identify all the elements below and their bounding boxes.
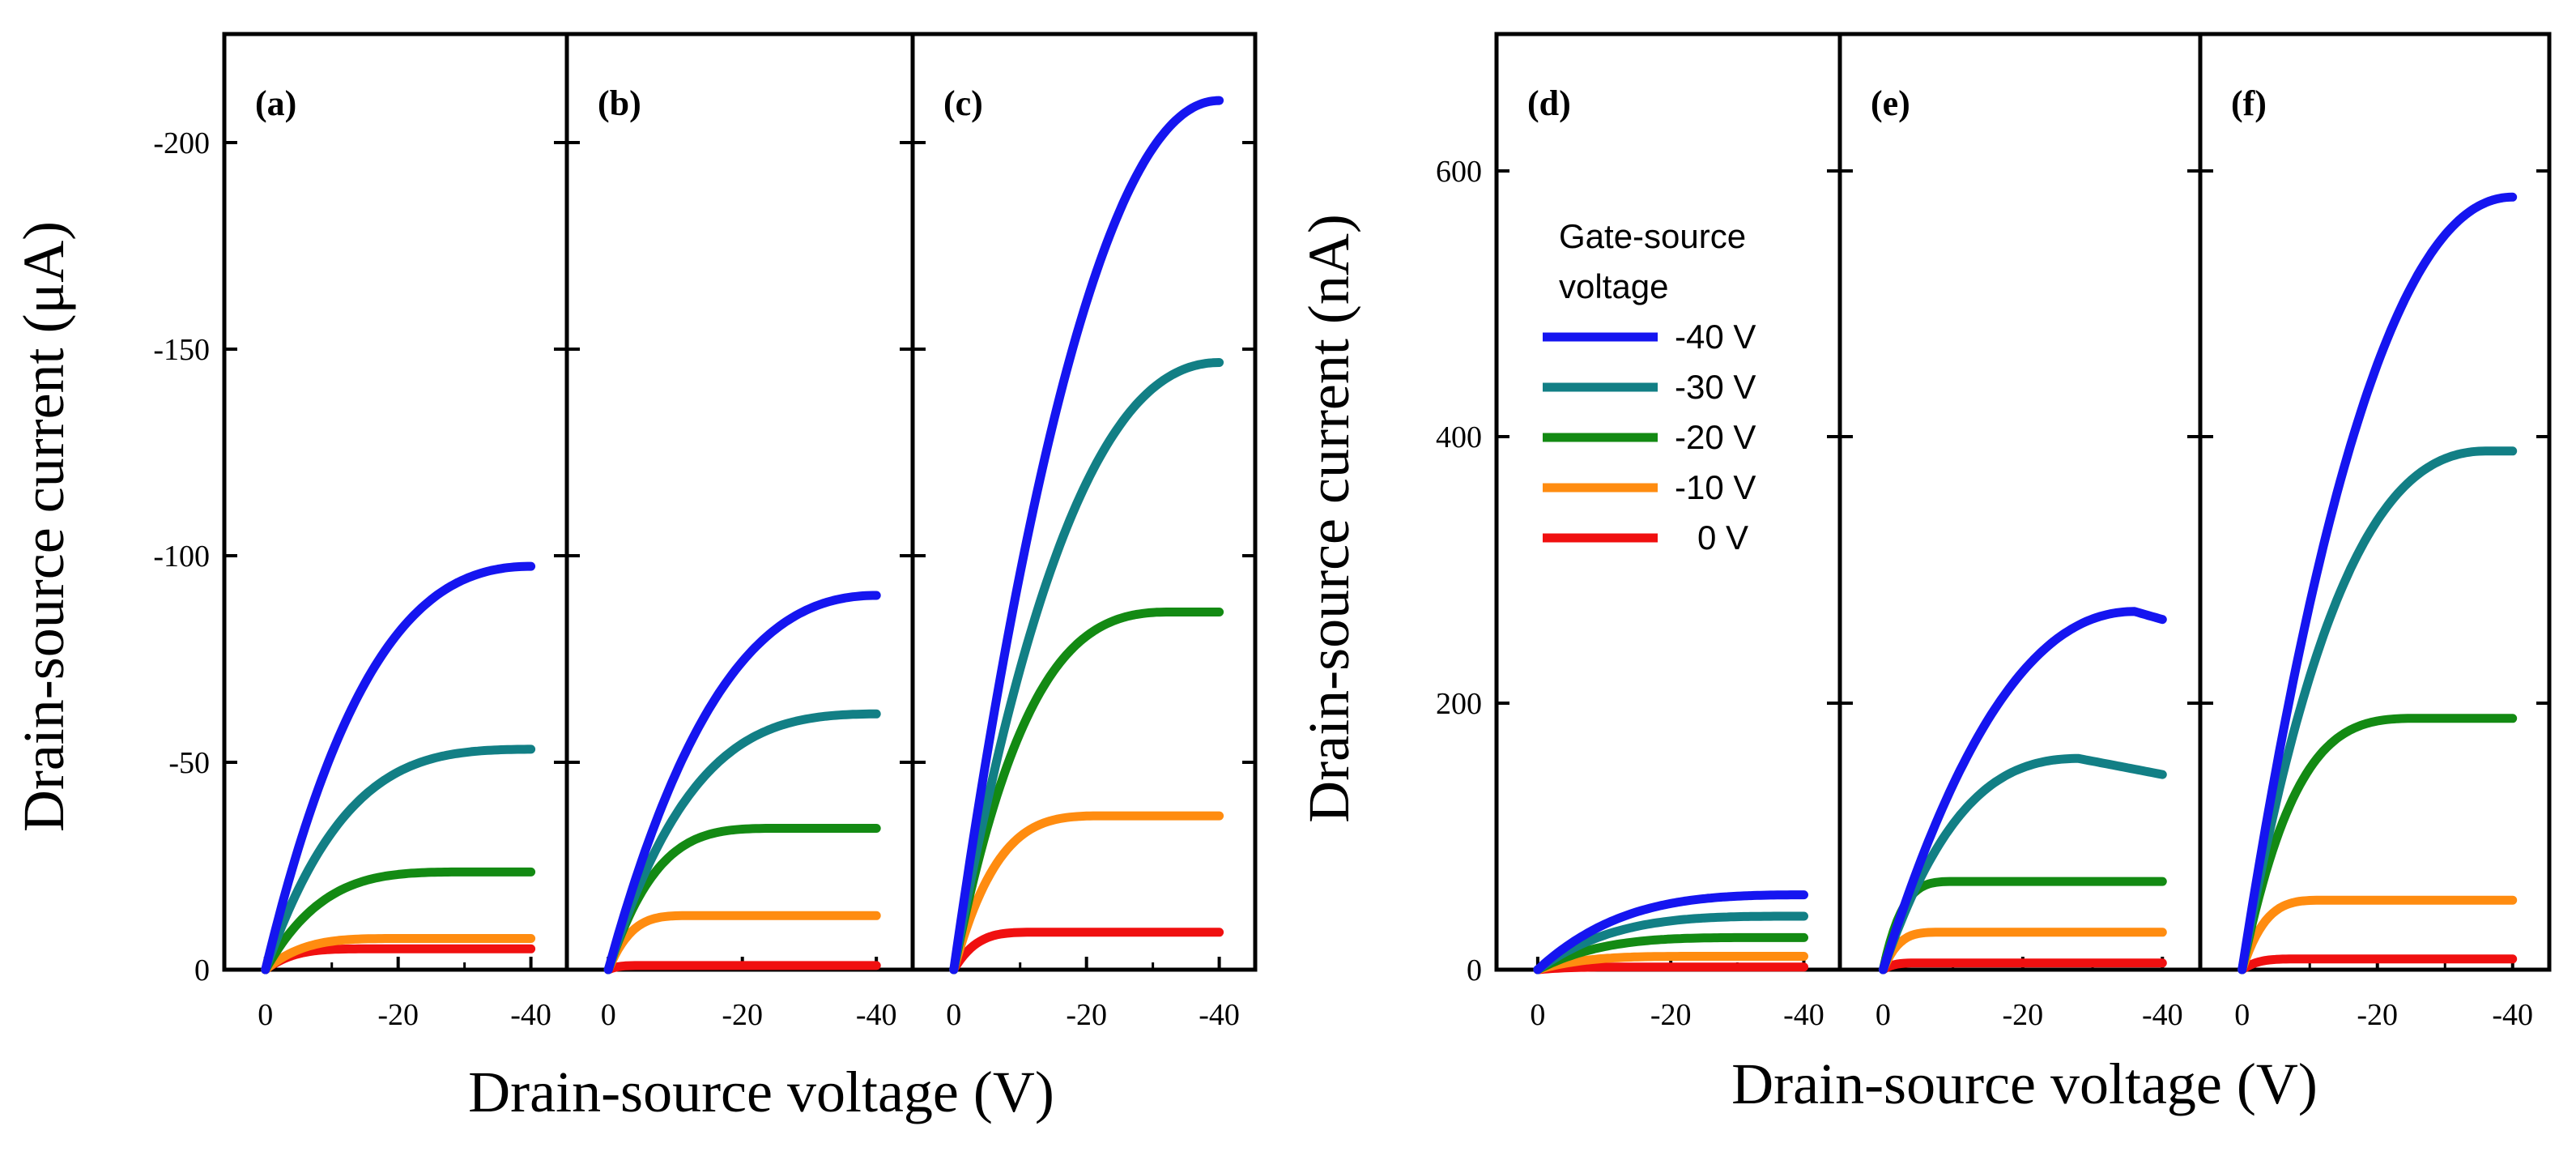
panel-label-b: (b) [598,83,641,123]
panel-label-f: (f) [2231,83,2267,123]
x-tick-label-b-1: -20 [722,998,763,1032]
series-line-e-n40V [1878,607,2167,975]
series-line-a-0V [261,944,536,975]
x-tick-label-a-1: -20 [377,998,419,1032]
panel-frame-c [910,32,1258,972]
panel-label-e: (e) [1871,83,1910,123]
series-line-e-n20V [1878,877,2167,975]
right-ylabel: Drain-source current (nA) [1297,214,1361,823]
series-line-f-n10V [2238,895,2518,975]
y-tick-label-left-2: -100 [153,540,210,574]
series-line-f-n20V [2238,714,2518,975]
series-line-d-n10V [1533,952,1808,975]
series-line-a-n20V [261,867,536,975]
panel-frame-d [1494,32,1842,972]
x-tick-label-d-1: -20 [1650,998,1692,1032]
series-line-c-n20V [949,608,1224,975]
x-tick-label-f-1: -20 [2357,998,2398,1032]
series-line-f-n30V [2238,446,2518,975]
y-tick-label-right-2: 400 [1436,420,1482,454]
y-tick-label-left-4: -200 [153,126,210,160]
x-tick-label-d-2: -40 [1783,998,1824,1032]
series-line-b-n10V [603,911,881,975]
x-tick-label-c-1: -20 [1066,998,1107,1032]
series-line-b-n40V [603,591,881,975]
y-tick-label-left-1: -50 [168,746,210,780]
x-tick-label-b-0: 0 [601,998,616,1032]
series-line-e-n10V [1878,928,2167,975]
x-tick-label-c-0: 0 [946,998,961,1032]
legend-entry-2: -20 V [1675,418,1756,456]
series-line-d-0V [1533,962,1808,975]
series-line-c-n10V [949,811,1224,975]
series-line-b-n20V [603,824,881,975]
series-line-f-0V [2238,954,2518,975]
series-line-a-n40V [261,561,536,975]
panel-label-a: (a) [255,83,296,123]
legend-entry-3: -10 V [1675,468,1756,506]
x-tick-label-d-0: 0 [1530,998,1545,1032]
x-tick-label-e-1: -20 [2003,998,2044,1032]
panel-frame-a [222,32,569,972]
series-line-d-n40V [1533,890,1808,975]
series-line-a-n30V [261,744,536,975]
x-tick-label-c-2: -40 [1199,998,1240,1032]
panel-frame-f [2198,32,2552,972]
left-xlabel: Drain-source voltage (V) [468,1060,1054,1124]
legend-entry-1: -30 V [1675,368,1756,406]
series-line-d-n30V [1533,911,1808,975]
series-line-c-n30V [949,358,1224,975]
y-tick-label-left-3: -150 [153,333,210,367]
x-tick-label-e-0: 0 [1876,998,1891,1032]
legend-title-line1: Gate-source [1559,217,1746,255]
series-line-c-n40V [949,96,1224,975]
series-line-b-0V [603,961,881,975]
x-tick-label-f-0: 0 [2234,998,2250,1032]
panel-frame-e [1837,32,2203,972]
left-ylabel: Drain-source current (μA) [11,221,76,832]
series-line-b-n30V [603,709,881,975]
series-line-a-n10V [261,934,536,975]
y-tick-label-right-3: 600 [1436,155,1482,189]
series-line-e-n30V [1878,753,2167,975]
legend-entry-0: -40 V [1675,318,1756,356]
series-line-d-n20V [1533,932,1808,975]
series-line-e-0V [1878,958,2167,975]
legend: Gate-source voltage -40 V -30 V -20 V -10 V… [1543,217,1756,557]
right-xlabel: Drain-source voltage (V) [1731,1051,2318,1116]
y-tick-label-left-0: 0 [194,953,210,988]
series-line-c-0V [949,928,1224,975]
y-tick-label-right-1: 200 [1436,687,1482,721]
series-line-f-n40V [2238,192,2518,975]
y-tick-label-right-0: 0 [1467,953,1482,988]
x-tick-label-a-2: -40 [510,998,551,1032]
x-tick-label-a-0: 0 [258,998,273,1032]
x-tick-label-f-2: -40 [2492,998,2533,1032]
x-tick-label-e-2: -40 [2142,998,2183,1032]
x-tick-label-b-2: -40 [856,998,897,1032]
legend-title-line2: voltage [1559,267,1668,305]
legend-entry-4: 0 V [1697,518,1748,557]
panel-label-d: (d) [1527,83,1571,123]
panel-label-c: (c) [943,83,983,123]
